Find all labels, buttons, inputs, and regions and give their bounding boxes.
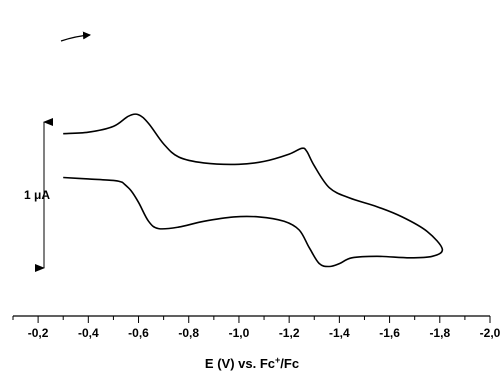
x-tick-label: -0,2 — [28, 326, 49, 340]
x-axis-title: E (V) vs. Fc+/Fc — [205, 355, 299, 371]
x-axis-title-main: E (V) vs. Fc — [205, 356, 275, 371]
x-tick-label: -1,2 — [279, 326, 300, 340]
x-tick-label: -0,4 — [78, 326, 99, 340]
x-tick-label: -1,6 — [379, 326, 400, 340]
series-layer — [63, 113, 444, 268]
x-axis-title-superscript: + — [275, 355, 280, 365]
x-tick-label: -0,8 — [178, 326, 199, 340]
x-axis-tick-labels: -0,2 -0,4 -0,6 -0,8 -1,0 -1,2 -1,4 -1,6 -1,8 -2,0 — [28, 326, 501, 340]
x-tick-label: -1,8 — [429, 326, 450, 340]
scale-bar-label: 1 μA — [24, 188, 50, 202]
x-tick-label: -2,0 — [480, 326, 501, 340]
scan-direction-arrow-path — [60, 31, 91, 42]
x-axis: -0,2 -0,4 -0,6 -0,8 -1,0 -1,2 -1,4 -1,6 -1,8 -2,0 — [12, 315, 501, 340]
x-tick-label: -1,4 — [329, 326, 350, 340]
x-tick-label: -0,6 — [128, 326, 149, 340]
x-axis-title-tail: /Fc — [280, 356, 299, 371]
x-tick-label: -1,0 — [229, 326, 250, 340]
series-line-0 — [63, 113, 444, 268]
current-scale-bar: 1 μA — [24, 118, 53, 272]
x-axis-ticks — [12, 316, 491, 323]
scan-direction-arrow — [60, 31, 91, 42]
